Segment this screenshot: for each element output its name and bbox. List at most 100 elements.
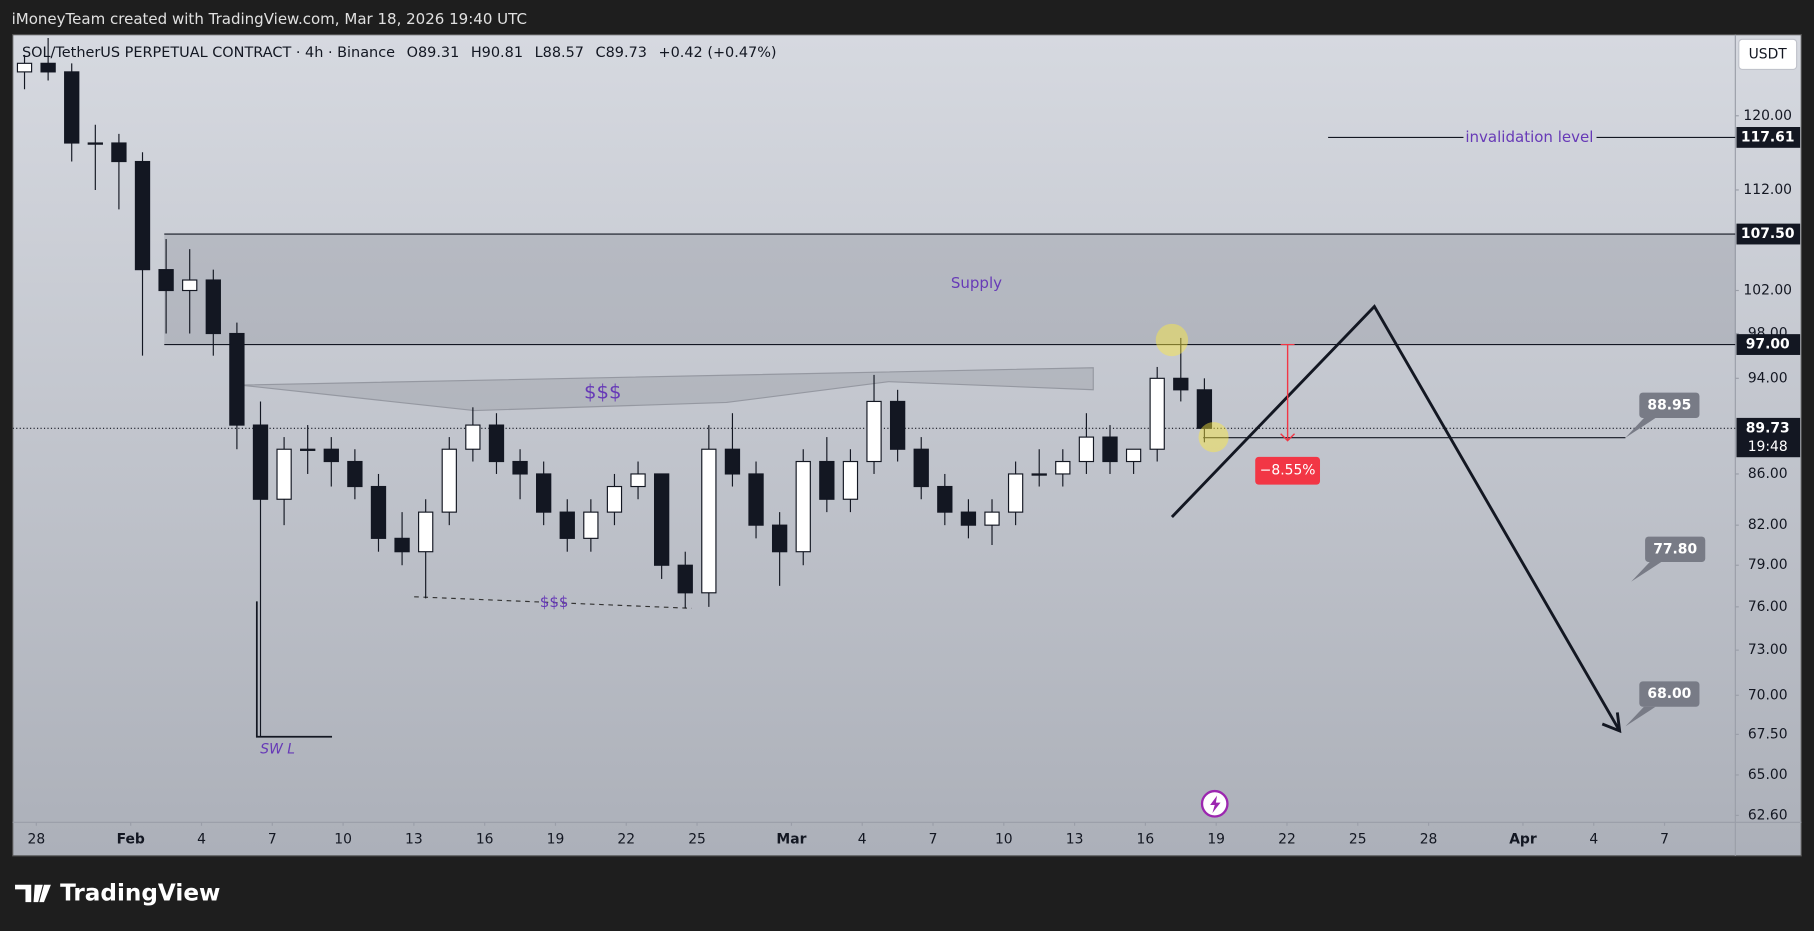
x-tick-label: 22 — [1278, 832, 1296, 848]
x-tick-label: 4 — [197, 832, 206, 848]
candle-body — [701, 448, 717, 594]
candle-body — [418, 511, 434, 553]
candle-body — [819, 460, 835, 500]
candle-body — [488, 424, 505, 463]
measure-arrow — [1280, 433, 1296, 442]
candle-body — [1125, 448, 1142, 463]
chart-legend: SOL/TetherUS PERPETUAL CONTRACT · 4h · B… — [22, 45, 777, 61]
price-box-label: 117.61 — [1741, 129, 1795, 145]
alert-bolt[interactable] — [1210, 795, 1221, 814]
candle-body — [866, 400, 882, 463]
candle-body — [653, 473, 670, 566]
y-tick-label: 86.00 — [1748, 466, 1788, 482]
legend-value: C89.73 — [596, 45, 647, 61]
x-tick-label: 7 — [1660, 832, 1669, 848]
target-label: 88.95 — [1647, 397, 1691, 413]
x-tick-label: 25 — [1349, 832, 1367, 848]
x-tick-label: 10 — [995, 832, 1013, 848]
alert-icon[interactable] — [1200, 789, 1229, 818]
candle-body — [937, 485, 953, 513]
candle-body — [1196, 389, 1213, 429]
brand-name: TradingView — [60, 880, 220, 906]
x-tick-label: 28 — [1420, 832, 1438, 848]
candle-layer — [16, 38, 1213, 738]
candle-body — [205, 279, 221, 335]
supply-label: Supply — [951, 274, 1002, 292]
footer-logo: TradingView — [15, 880, 220, 906]
x-tick-label: Apr — [1509, 832, 1537, 848]
target-label: 68.00 — [1647, 686, 1691, 702]
x-tick-label: 4 — [858, 832, 867, 848]
target-box — [1645, 536, 1706, 563]
candle-body — [1078, 436, 1095, 463]
candle-body — [300, 448, 316, 451]
candle-body — [512, 460, 528, 475]
candle-body — [394, 537, 410, 553]
projection-arrow — [1170, 304, 1622, 734]
y-tick-label: 120.00 — [1743, 108, 1792, 124]
x-tick-label: 16 — [476, 832, 494, 848]
legend-value: H90.81 — [471, 45, 523, 61]
swing-low-line — [255, 601, 333, 738]
zone-layer — [12, 136, 1736, 439]
arrow-head — [1601, 712, 1622, 734]
liquidity-label: $$$ — [584, 381, 622, 404]
candle-body — [771, 524, 788, 553]
x-tick-label: 19 — [547, 832, 565, 848]
y-tick-label: 112.00 — [1743, 182, 1792, 198]
candle-body — [64, 71, 80, 144]
target-pointer — [1625, 706, 1656, 727]
target-label: 77.80 — [1653, 541, 1697, 557]
candle-body — [748, 473, 764, 526]
x-tick-label: 7 — [929, 832, 938, 848]
candle-body — [583, 511, 599, 539]
target-box — [1639, 681, 1700, 707]
y-tick-label: 79.00 — [1748, 557, 1788, 573]
page-header: iMoneyTeam created with TradingView.com,… — [12, 10, 527, 28]
currency-button[interactable]: USDT — [1738, 38, 1798, 70]
candle-body — [842, 460, 859, 500]
candle-body — [913, 448, 929, 488]
price-box — [1736, 334, 1801, 355]
swing-low-label: SW L — [260, 741, 295, 757]
candle-body — [1055, 460, 1071, 475]
measure-box — [1255, 456, 1321, 485]
x-tick-label: 7 — [268, 832, 277, 848]
candle-body — [111, 142, 127, 163]
candle-body — [441, 448, 457, 513]
price-box-label: 97.00 — [1746, 337, 1790, 353]
target-pointer — [1625, 418, 1656, 438]
x-tick-label: 10 — [334, 832, 352, 848]
price-box-label: 89.73 — [1746, 420, 1790, 436]
x-tick-label: 28 — [27, 832, 45, 848]
countdown-label: 19:48 — [1748, 439, 1788, 455]
candle-body — [276, 448, 292, 500]
y-tick-label: 70.00 — [1748, 687, 1788, 703]
currency-label[interactable]: USDT — [1749, 46, 1788, 62]
y-tick-label: 67.50 — [1748, 726, 1788, 742]
x-tick-label: 25 — [688, 832, 706, 848]
y-tick-label: 102.00 — [1743, 283, 1792, 299]
measure-label: −8.55% — [1260, 463, 1316, 479]
candle-body — [1007, 473, 1024, 513]
y-tick-label: 62.60 — [1748, 807, 1788, 823]
x-tick-label: 19 — [1207, 832, 1225, 848]
invalidation-label: invalidation level — [1465, 128, 1593, 146]
legend-value: L88.57 — [535, 45, 584, 61]
legend-value: +0.42 (+0.47%) — [658, 45, 776, 61]
y-tick-label: 65.00 — [1748, 767, 1788, 783]
projection-path — [1170, 304, 1621, 732]
price-box — [1736, 417, 1801, 458]
currency-button-box[interactable] — [1738, 38, 1798, 70]
candle-body — [158, 269, 174, 292]
candle-body — [370, 485, 387, 539]
candle-body — [252, 424, 269, 500]
candle-body — [16, 62, 33, 73]
price-box — [1736, 223, 1801, 245]
x-tick-label: 4 — [1589, 832, 1598, 848]
candle-body — [1149, 377, 1165, 450]
x-tick-label: 13 — [405, 832, 423, 848]
candle-body — [1173, 377, 1189, 391]
highlight-circle — [1198, 422, 1229, 453]
